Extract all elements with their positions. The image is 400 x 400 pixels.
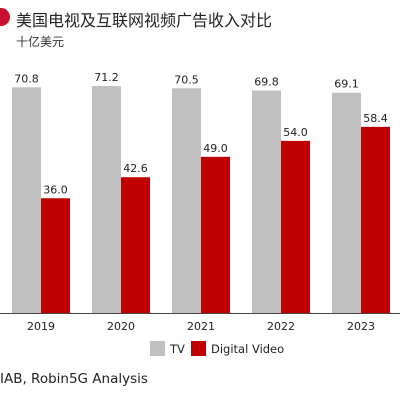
source-note: IAB, Robin5G Analysis [0,371,148,387]
bar-tv-2022 [252,90,281,313]
value-label-tv-2019: 70.8 [14,72,39,85]
bar-digital-video-2023 [361,126,390,313]
value-label-digital-video-2020: 42.6 [123,162,148,175]
chart-title: 美国电视及互联网视频广告收入对比 [16,11,273,30]
value-label-digital-video-2021: 49.0 [203,142,228,155]
bar-digital-video-2020 [121,177,150,313]
title-accent-dot [0,8,10,26]
value-label-digital-video-2023: 58.4 [363,112,388,125]
bar-tv-2020 [92,86,121,313]
x-tick-label-2022: 2022 [267,320,295,333]
value-label-tv-2020: 71.2 [94,71,119,84]
bar-digital-video-2022 [281,140,310,313]
legend-label-tv: TV [169,342,185,356]
x-tick-label-2019: 2019 [27,320,55,333]
legend-swatch-tv [150,341,165,356]
legend-label-digital-video: Digital Video [211,342,284,356]
value-label-tv-2021: 70.5 [174,73,199,86]
bar-tv-2019 [12,87,41,313]
chart-subtitle: 十亿美元 [16,35,65,49]
bar-tv-2021 [172,88,201,313]
value-label-tv-2022: 69.8 [254,76,279,89]
x-tick-label-2020: 2020 [107,320,135,333]
value-label-tv-2023: 69.1 [334,78,359,91]
value-label-digital-video-2022: 54.0 [283,126,308,139]
x-tick-label-2023: 2023 [347,320,375,333]
bar-tv-2023 [332,92,361,314]
value-label-digital-video-2019: 36.0 [43,183,68,196]
legend-swatch-digital-video [191,341,206,356]
bar-digital-video-2019 [41,198,70,313]
bar-digital-video-2021 [201,156,230,313]
x-tick-label-2021: 2021 [187,320,215,333]
